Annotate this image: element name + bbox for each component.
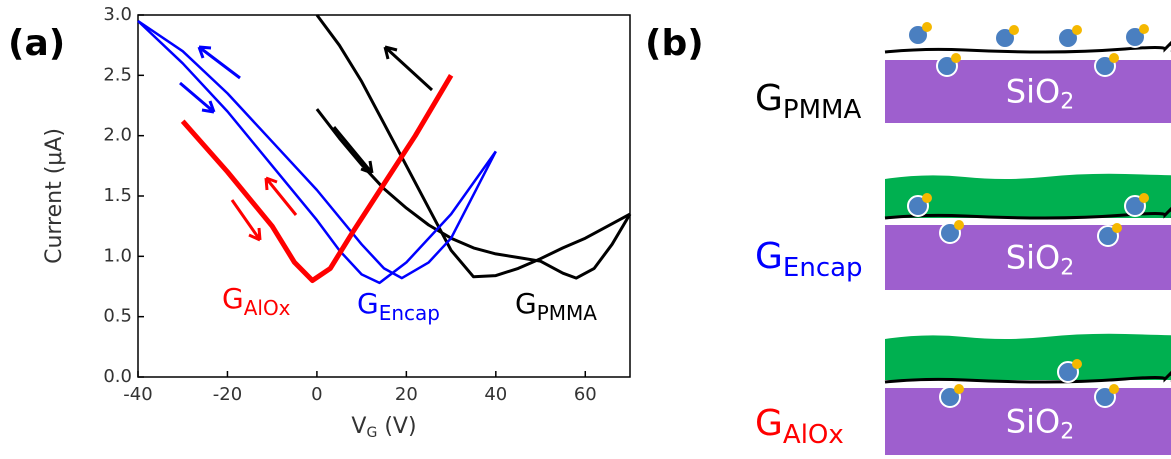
text-part: SiO — [1006, 73, 1060, 111]
row-label: GEncap — [755, 236, 863, 283]
encapsulation-layer — [885, 333, 1171, 380]
text-part: G — [357, 287, 379, 320]
y-tick-label: 0.0 — [103, 366, 132, 387]
text-part: 2 — [1060, 256, 1074, 281]
text-part: Encap — [379, 301, 440, 325]
y-tick-label: 2.0 — [103, 125, 132, 146]
molecule-part — [1072, 359, 1082, 369]
text-part: PMMA — [783, 95, 862, 125]
curve-label: GAlOx — [222, 282, 291, 320]
text-part: Encap — [783, 253, 863, 283]
data-line — [180, 74, 454, 283]
curve-label: GEncap — [357, 287, 440, 325]
molecule-part — [922, 22, 932, 32]
text-part: G — [755, 236, 783, 277]
y-tick-label: 1.0 — [103, 245, 132, 266]
text-part: G — [755, 403, 783, 444]
substrate-label: SiO2 — [1006, 239, 1074, 281]
curve-label: GPMMA — [515, 287, 597, 325]
text-part: G — [755, 78, 783, 119]
data-line — [315, 14, 631, 279]
text-part: G — [366, 425, 377, 441]
molecule-part — [1072, 25, 1082, 35]
molecule-part — [1109, 384, 1119, 394]
text-part: PMMA — [537, 301, 598, 325]
text-part: 2 — [1060, 420, 1074, 445]
molecule-part — [1009, 25, 1019, 35]
text-part: AlOx — [783, 420, 844, 450]
text-part: V — [351, 414, 366, 439]
molecule-part — [954, 384, 964, 394]
graphene — [884, 206, 1171, 220]
x-tick-label: 20 — [395, 384, 418, 405]
substrate — [885, 388, 1171, 455]
text-part: SiO — [1006, 403, 1060, 441]
x-axis-label: VG (V) — [351, 414, 416, 441]
molecule-part — [1139, 24, 1149, 34]
y-tick-label: 1.5 — [103, 185, 132, 206]
panel-label: (a) — [8, 23, 65, 64]
y-axis-label: Current (μA) — [42, 128, 67, 264]
row-label: GAlOx — [755, 403, 844, 450]
text-part: G — [515, 287, 537, 320]
x-tick-label: 40 — [484, 384, 507, 405]
text-part: SiO — [1006, 239, 1060, 277]
data-line — [315, 108, 632, 280]
row-label: GPMMA — [755, 78, 861, 125]
substrate — [885, 60, 1171, 123]
text-part: (V) — [377, 414, 416, 439]
x-tick-label: -40 — [123, 384, 152, 405]
graphene — [884, 40, 1171, 54]
substrate — [885, 225, 1171, 290]
molecule-part — [1112, 223, 1122, 233]
text-part: AlOx — [244, 296, 291, 320]
x-tick-label: 0 — [311, 384, 322, 405]
molecule-part — [1139, 193, 1149, 203]
molecule-part — [1109, 53, 1119, 63]
text-part: 2 — [1060, 90, 1074, 115]
x-tick-label: 60 — [574, 384, 597, 405]
y-tick-label: 2.5 — [103, 64, 132, 85]
graphene — [884, 370, 1171, 384]
y-tick-label: 0.5 — [103, 306, 132, 327]
substrate-label: SiO2 — [1006, 73, 1074, 115]
molecule-part — [951, 53, 961, 63]
substrate-label: SiO2 — [1006, 403, 1074, 445]
panel-label: (b) — [645, 23, 704, 64]
encapsulation-layer — [885, 173, 1171, 218]
x-tick-label: -20 — [213, 384, 242, 405]
molecule-part — [922, 193, 932, 203]
molecule-part — [954, 220, 964, 230]
y-tick-label: 3.0 — [103, 4, 132, 25]
data-line — [137, 19, 497, 280]
text-part: G — [222, 282, 244, 315]
